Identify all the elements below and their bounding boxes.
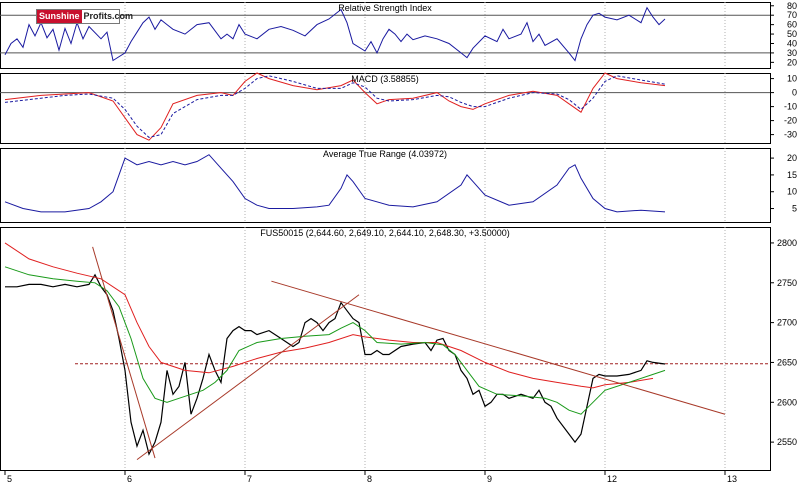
y-tick-label: 2650: [777, 357, 797, 367]
y-tick-label: 0: [792, 88, 797, 98]
y-tick-label: 40: [787, 38, 797, 48]
trendline: [271, 280, 726, 415]
series-line-price: [5, 273, 666, 456]
series-line-blue: [4, 75, 666, 138]
y-tick-label: 2600: [777, 397, 797, 407]
panel-title: Relative Strength Index: [338, 3, 432, 13]
x-tick-label: 5: [7, 474, 12, 484]
y-tick-label: 5: [792, 204, 797, 214]
y-tick-label: 2550: [777, 437, 797, 447]
y-tick-label: 70: [787, 10, 797, 20]
y-tick-label: 60: [787, 20, 797, 30]
y-tick-label: 10: [787, 187, 797, 197]
y-tick-label: 2700: [777, 318, 797, 328]
panel-title: Average True Range (4.03972): [323, 149, 447, 159]
panel-title: FUS50015 (2,644.60, 2,649.10, 2,644.10, …: [260, 228, 509, 238]
y-tick-label: 20: [787, 153, 797, 163]
logo-profits: Profits.com: [83, 11, 134, 21]
series-line-red: [4, 72, 666, 141]
y-tick-label: 15: [787, 170, 797, 180]
panel-title: MACD (3.58855): [351, 74, 419, 84]
panel-frame-2: [0, 148, 771, 223]
series-line-blue: [4, 6, 666, 62]
series-line-blue: [4, 154, 666, 213]
y-tick-label: 10: [787, 74, 797, 84]
y-tick-label: 50: [787, 29, 797, 39]
logo-sunshine: Sunshine: [37, 10, 82, 23]
y-tick-label: -10: [784, 102, 797, 112]
x-tick-label: 6: [127, 474, 132, 484]
x-tick-label: 9: [487, 474, 492, 484]
sunshine-profits-logo: Sunshine Profits.com: [36, 9, 133, 24]
y-tick-label: 20: [787, 57, 797, 67]
series-line-green: [4, 266, 666, 415]
y-tick-label: -20: [784, 116, 797, 126]
panel-frame-3: [0, 227, 771, 471]
y-tick-label: 30: [787, 48, 797, 58]
series-line-red: [4, 242, 654, 389]
y-tick-label: 80: [787, 1, 797, 11]
y-tick-label: 2750: [777, 278, 797, 288]
trendline: [92, 246, 156, 459]
x-tick-label: 8: [367, 474, 372, 484]
x-tick-label: 13: [727, 474, 737, 484]
x-tick-label: 7: [247, 474, 252, 484]
y-tick-label: -30: [784, 130, 797, 140]
trendline: [136, 294, 360, 461]
panel-frame-1: [0, 73, 771, 144]
panel-frame-0: [0, 2, 771, 69]
y-tick-label: 2800: [777, 238, 797, 248]
x-tick-label: 12: [607, 474, 617, 484]
